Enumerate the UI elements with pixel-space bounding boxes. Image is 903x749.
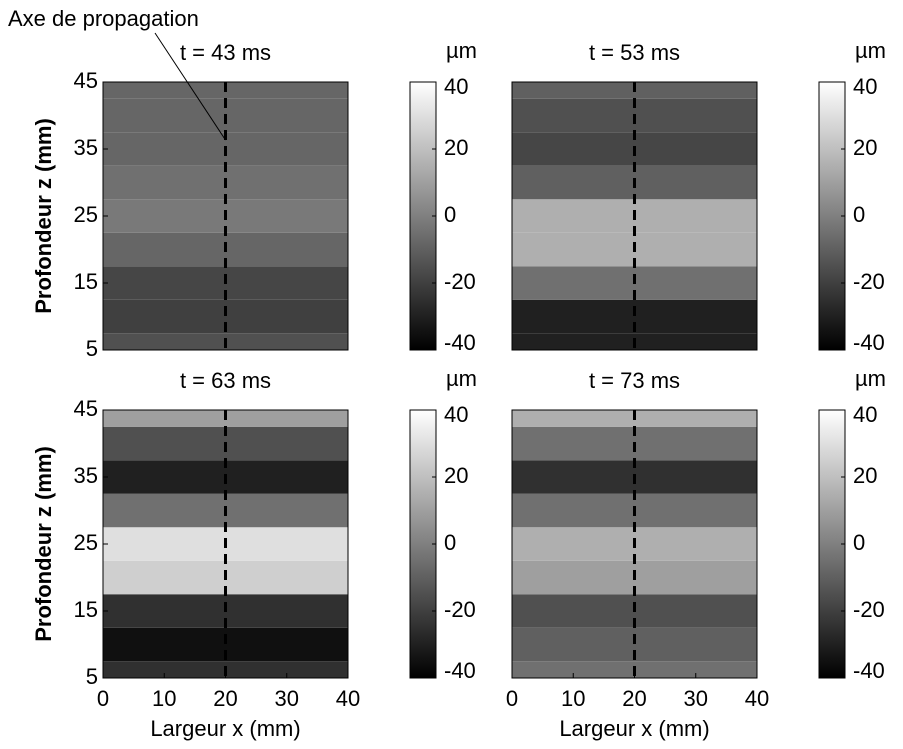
y-tick-label: 35 xyxy=(74,135,98,160)
colorbar-tick-label: 0 xyxy=(853,202,865,227)
y-axis-label: Profondeur z (mm) xyxy=(31,118,56,314)
y-tick-label: 45 xyxy=(74,396,98,421)
panel-title: t = 63 ms xyxy=(180,368,271,393)
x-axis-label: Largeur x (mm) xyxy=(150,716,300,741)
x-tick-label: 20 xyxy=(622,686,646,711)
colorbar-tick-label: -20 xyxy=(853,269,885,294)
y-tick-label: 35 xyxy=(74,463,98,488)
x-tick-label: 30 xyxy=(275,686,299,711)
annotation-leader xyxy=(154,32,226,141)
x-tick-label: 40 xyxy=(336,686,360,711)
colorbar-tick-label: 40 xyxy=(444,74,468,99)
y-tick-label: 5 xyxy=(86,336,98,361)
panel-title: t = 43 ms xyxy=(180,40,271,65)
colorbar-tick-label: 40 xyxy=(444,402,468,427)
colorbar xyxy=(409,81,437,351)
colorbar-tick-label: -40 xyxy=(853,658,885,683)
x-tick-label: 0 xyxy=(97,686,109,711)
y-tick-label: 25 xyxy=(74,202,98,227)
x-tick-label: 0 xyxy=(506,686,518,711)
x-tick-label: 10 xyxy=(152,686,176,711)
y-tick-label: 15 xyxy=(74,269,98,294)
colorbar-tick-label: -20 xyxy=(444,597,476,622)
x-tick-label: 20 xyxy=(213,686,237,711)
colorbar-unit: µm xyxy=(855,366,886,391)
panel-title: t = 53 ms xyxy=(589,40,680,65)
colorbar-tick-label: 0 xyxy=(444,202,456,227)
x-tick-label: 30 xyxy=(684,686,708,711)
colorbar xyxy=(409,409,437,679)
colorbar-tick-label: 40 xyxy=(853,74,877,99)
annotation: Axe de propagation xyxy=(8,6,199,31)
colorbar-tick-label: 0 xyxy=(444,530,456,555)
y-tick-label: 25 xyxy=(74,530,98,555)
colorbar-tick-label: 0 xyxy=(853,530,865,555)
colorbar-unit: µm xyxy=(855,38,886,63)
colorbar-tick-label: -40 xyxy=(444,330,476,355)
colorbar-tick-label: -40 xyxy=(853,330,885,355)
colorbar-tick-label: -20 xyxy=(444,269,476,294)
x-tick-label: 10 xyxy=(561,686,585,711)
colorbar-tick-label: 20 xyxy=(853,135,877,160)
colorbar-tick-label: -40 xyxy=(444,658,476,683)
panel-title: t = 73 ms xyxy=(589,368,680,393)
y-tick-label: 5 xyxy=(86,664,98,689)
x-tick-label: 40 xyxy=(745,686,769,711)
colorbar-unit: µm xyxy=(446,366,477,391)
colorbar-unit: µm xyxy=(446,38,477,63)
colorbar-tick-label: 20 xyxy=(444,135,468,160)
colorbar-tick-label: -20 xyxy=(853,597,885,622)
x-axis-label: Largeur x (mm) xyxy=(559,716,709,741)
colorbar xyxy=(818,81,846,351)
y-axis-label: Profondeur z (mm) xyxy=(31,446,56,642)
colorbar-tick-label: 20 xyxy=(444,463,468,488)
y-tick-label: 45 xyxy=(74,68,98,93)
colorbar-tick-label: 40 xyxy=(853,402,877,427)
colorbar-tick-label: 20 xyxy=(853,463,877,488)
y-tick-label: 15 xyxy=(74,597,98,622)
